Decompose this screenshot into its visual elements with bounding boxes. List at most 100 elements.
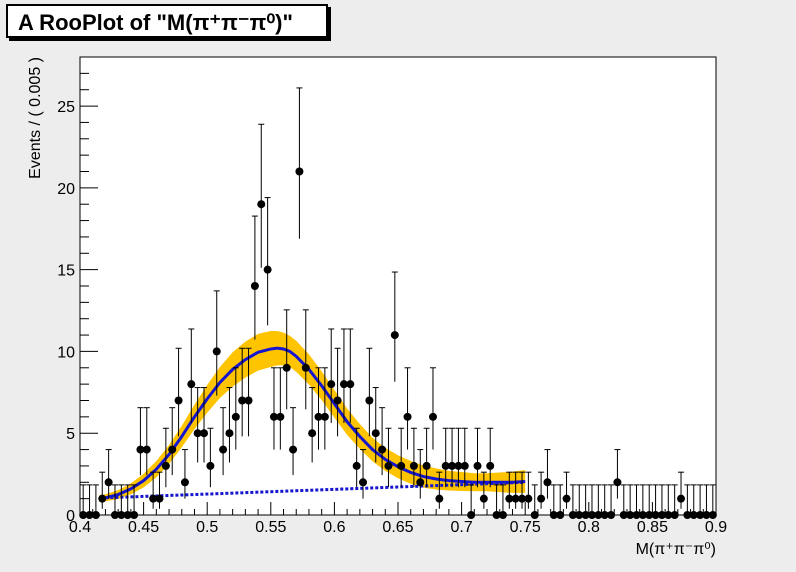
plot-title-box: A RooPlot of "M(π⁺π⁻π⁰)" (6, 4, 328, 38)
y-tick-label: 25 (57, 99, 75, 116)
data-point (238, 347, 247, 437)
data-point (441, 427, 450, 488)
data-point-marker (200, 429, 209, 438)
data-point (403, 367, 412, 450)
data-point (333, 347, 342, 437)
data-point (346, 328, 355, 423)
data-point (282, 309, 291, 410)
data-point (359, 449, 368, 499)
data-point-marker (136, 445, 145, 454)
data-point (225, 387, 234, 463)
data-point-marker (282, 363, 291, 372)
data-point (352, 427, 361, 488)
data-point-marker (301, 363, 310, 372)
data-point-marker (149, 494, 158, 503)
x-tick-label: 0.6 (323, 519, 345, 536)
y-axis-label: Events / ( 0.005 ) (27, 57, 44, 179)
data-point (308, 387, 317, 463)
data-point (104, 449, 113, 499)
data-point-marker (403, 412, 412, 421)
fit-curve (98, 346, 526, 501)
data-point-marker (104, 478, 113, 487)
data-point (180, 449, 189, 499)
data-point (518, 471, 527, 509)
data-point-marker (448, 461, 457, 470)
x-tick-label: 0.65 (382, 519, 413, 536)
y-tick-label: 5 (66, 426, 75, 443)
data-point-marker (257, 200, 266, 209)
background-layer (105, 480, 526, 500)
data-point-marker (98, 494, 107, 503)
data-point (301, 309, 310, 410)
data-point (543, 449, 552, 499)
x-tick-label: 0.5 (196, 519, 218, 536)
data-point (327, 328, 336, 423)
data-point-marker (193, 429, 202, 438)
data-point (339, 328, 348, 423)
data-point (511, 471, 520, 509)
data-point (136, 407, 145, 476)
data-point (98, 471, 107, 509)
data-point (276, 367, 285, 450)
data-point (397, 427, 406, 488)
data-point-marker (537, 494, 546, 503)
data-point-marker (295, 167, 304, 176)
data-point (613, 449, 622, 499)
data-point (168, 407, 177, 476)
data-point-marker (397, 461, 406, 470)
data-point-marker (314, 412, 323, 421)
y-tick-label: 20 (57, 181, 75, 198)
data-point (263, 197, 272, 326)
data-point (219, 407, 228, 476)
data-point-marker (359, 478, 368, 487)
data-point-marker (238, 396, 247, 405)
data-point (677, 471, 686, 509)
x-tick-label: 0.7 (450, 519, 472, 536)
data-point (479, 471, 488, 509)
data-point (448, 427, 457, 488)
data-point-marker (416, 478, 425, 487)
data-point-marker (161, 461, 170, 470)
data-point-marker (518, 494, 527, 503)
x-tick-label: 0.9 (705, 519, 727, 536)
y-tick-label: 10 (57, 344, 75, 361)
data-point-marker (613, 478, 622, 487)
data-point-marker (212, 347, 221, 356)
data-point (371, 387, 380, 463)
x-axis-label: M(π⁺π⁻π⁰) (636, 541, 716, 558)
data-point-marker (231, 412, 240, 421)
data-point-marker (390, 331, 399, 340)
plot-title: A RooPlot of "M(π⁺π⁻π⁰)" (18, 10, 293, 35)
data-point-marker (320, 412, 329, 421)
data-point-marker (365, 396, 374, 405)
x-tick-label: 0.4 (69, 519, 91, 536)
data-point (193, 387, 202, 463)
data-point-marker (677, 494, 686, 503)
data-point (416, 449, 425, 499)
data-point (365, 347, 374, 437)
data-point (250, 215, 259, 340)
data-point (174, 347, 183, 437)
x-tick-label: 0.45 (128, 519, 159, 536)
data-point-marker (174, 396, 183, 405)
data-point-marker (479, 494, 488, 503)
data-point-marker (378, 445, 387, 454)
data-point (473, 427, 482, 488)
data-point-marker (524, 494, 533, 503)
data-point (486, 427, 495, 488)
data-point-marker (250, 282, 259, 290)
data-point-marker (352, 461, 361, 470)
data-point (142, 407, 151, 476)
data-point (289, 407, 298, 476)
data-point (187, 328, 196, 423)
data-point-marker (441, 461, 450, 470)
data-point (460, 427, 469, 488)
data-point (428, 367, 437, 450)
data-point (155, 471, 164, 509)
y-tick-label: 0 (66, 508, 75, 525)
data-point (212, 290, 221, 396)
data-point-marker (327, 380, 336, 389)
data-point-marker (276, 412, 285, 421)
x-tick-label: 0.75 (510, 519, 541, 536)
data-point-marker (486, 461, 495, 470)
